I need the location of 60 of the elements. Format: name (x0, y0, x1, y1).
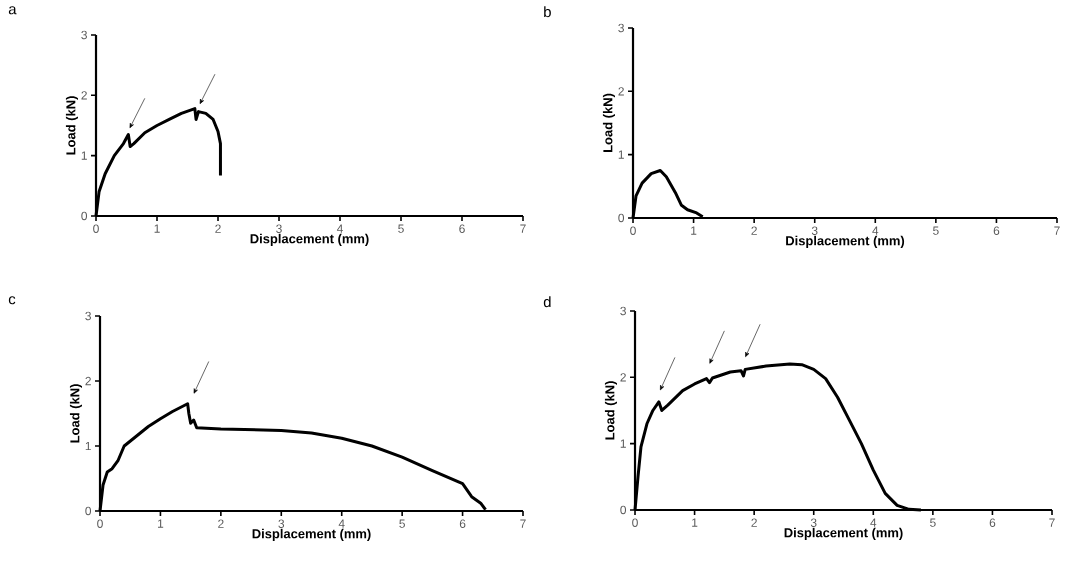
y-tick-label: 3 (620, 306, 626, 316)
y-tick-label: 3 (81, 30, 87, 40)
y-tick-label: 2 (81, 91, 87, 100)
x-tick-label: 3 (811, 226, 818, 235)
x-tick-label: 7 (520, 519, 526, 528)
x-tick-label: 4 (336, 224, 343, 233)
y-tick-label: 2 (85, 376, 91, 386)
x-tick-label: 2 (218, 519, 224, 528)
x-axis-title: Displacement (mm) (252, 528, 371, 541)
y-tick-label: 3 (618, 23, 624, 33)
x-axis-title: Displacement (mm) (250, 233, 369, 246)
y-tick-label: 2 (618, 87, 624, 96)
x-tick-label: 0 (97, 519, 103, 528)
chart-title: a (8, 6, 17, 15)
y-axis-title: Load (kN) (69, 384, 82, 443)
y-tick-label: 0 (81, 211, 88, 221)
x-tick-label: 0 (93, 224, 99, 233)
x-tick-label: 4 (338, 519, 345, 528)
x-tick-label: 2 (751, 518, 757, 527)
y-tick-label: 1 (620, 439, 626, 448)
x-tick-label: 6 (459, 224, 465, 233)
y-tick-label: 0 (620, 505, 627, 515)
y-tick-label: 0 (618, 213, 625, 223)
chart-title: d (543, 296, 551, 308)
x-tick-label: 2 (751, 226, 757, 235)
chart-title: c (8, 296, 16, 305)
y-axis-title: Load (kN) (602, 93, 615, 152)
y-tick-label: 1 (85, 441, 91, 451)
x-tick-label: 5 (398, 224, 404, 233)
x-axis-title: Displacement (mm) (786, 235, 905, 248)
y-axis-title: Load (kN) (65, 96, 78, 155)
chart-title: b (544, 6, 551, 18)
x-tick-label: 5 (399, 519, 405, 528)
x-tick-label: 1 (158, 519, 164, 528)
y-tick-label: 3 (85, 311, 91, 321)
x-tick-label: 7 (520, 224, 526, 233)
x-tick-label: 1 (692, 518, 698, 527)
x-tick-label: 1 (154, 224, 160, 233)
y-tick-label: 1 (618, 150, 624, 159)
x-tick-label: 3 (278, 519, 285, 528)
x-tick-label: 2 (215, 224, 221, 233)
x-tick-label: 0 (632, 518, 638, 527)
x-tick-label: 6 (993, 226, 1000, 235)
x-tick-label: 4 (872, 226, 879, 235)
x-tick-label: 7 (1054, 226, 1060, 235)
y-axis-title: Load (kN) (604, 381, 617, 440)
y-tick-label: 0 (85, 506, 92, 516)
x-tick-label: 1 (691, 226, 697, 235)
x-tick-label: 6 (989, 518, 996, 527)
x-tick-label: 5 (933, 226, 939, 235)
x-tick-label: 4 (870, 518, 877, 527)
y-tick-label: 1 (81, 151, 87, 160)
x-tick-label: 6 (459, 519, 466, 528)
x-axis-title: Displacement (mm) (784, 527, 903, 540)
x-tick-label: 5 (930, 518, 936, 527)
x-tick-label: 3 (276, 224, 282, 233)
y-tick-label: 2 (620, 373, 626, 382)
x-tick-label: 3 (810, 518, 817, 527)
x-tick-label: 0 (630, 226, 636, 235)
x-tick-label: 7 (1049, 518, 1055, 527)
